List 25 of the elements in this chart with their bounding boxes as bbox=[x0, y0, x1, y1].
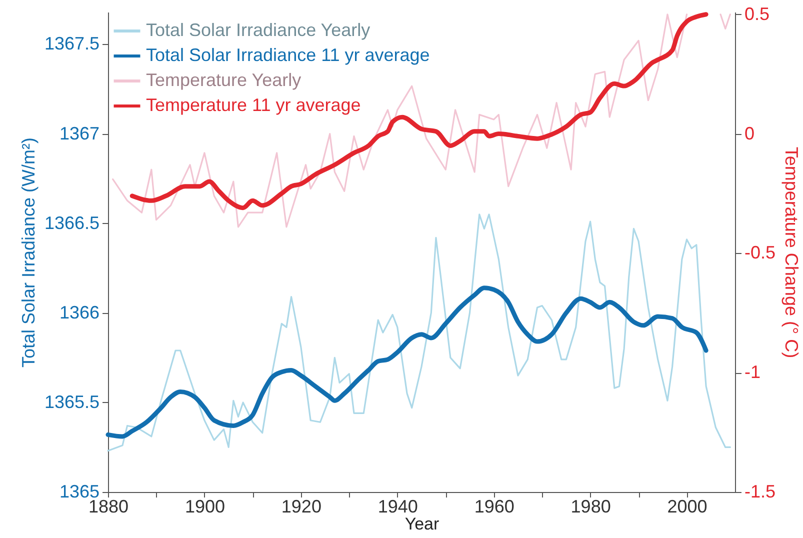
y2-tick-label: -1 bbox=[744, 362, 761, 382]
y2-tick-label: -1.5 bbox=[744, 482, 776, 502]
legend-label: Temperature 11 yr average bbox=[146, 95, 361, 115]
legend-label: Total Solar Irradiance 11 yr average bbox=[146, 45, 430, 65]
y-tick-label: 1366 bbox=[59, 302, 100, 322]
line-series bbox=[106, 286, 708, 439]
x-tick-label: 1920 bbox=[281, 496, 322, 516]
x-tick-label: 2000 bbox=[667, 496, 708, 516]
y-axis-title: Total Solar Irradiance (W/m²) bbox=[18, 137, 38, 368]
legend-label: Temperature Yearly bbox=[146, 70, 302, 90]
x-axis-title: Year bbox=[404, 514, 440, 534]
y2-tick-label: -0.5 bbox=[744, 242, 776, 263]
y-tick-label: 1367.5 bbox=[44, 34, 100, 54]
x-tick-label: 1960 bbox=[474, 496, 514, 516]
y2-axis-title: Temperature Change (° C) bbox=[782, 146, 802, 358]
line-series bbox=[107, 214, 731, 452]
x-tick-label: 1900 bbox=[184, 496, 225, 516]
x-tick-label: 1940 bbox=[378, 496, 418, 516]
y-tick-label: 1367 bbox=[59, 123, 100, 144]
y2-tick-label: 0 bbox=[744, 123, 755, 144]
y2-tick-label: 0.5 bbox=[744, 4, 770, 24]
legend-label: Total Solar Irradiance Yearly bbox=[146, 20, 370, 40]
x-tick-label: 1980 bbox=[570, 496, 611, 516]
y-tick-label: 1365.5 bbox=[44, 392, 100, 412]
y-tick-label: 1366.5 bbox=[44, 212, 100, 233]
